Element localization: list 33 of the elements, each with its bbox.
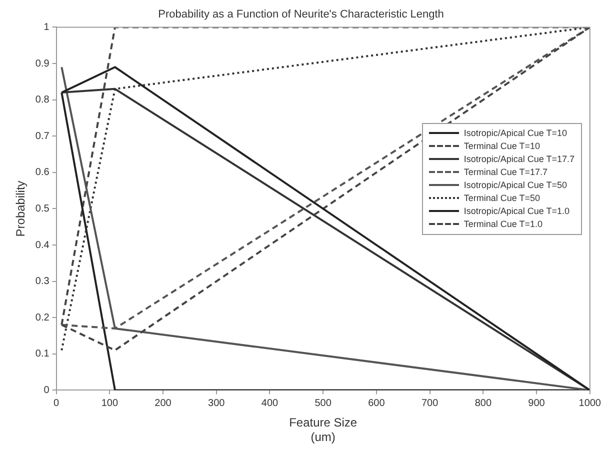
legend-label: Terminal Cue T=50 bbox=[464, 193, 540, 204]
y-tick-label: 1 bbox=[44, 22, 50, 33]
x-tick-label: 800 bbox=[474, 398, 492, 409]
x-tick-label: 600 bbox=[368, 398, 386, 409]
x-tick-label: 300 bbox=[208, 398, 226, 409]
y-tick-label: 0.8 bbox=[35, 94, 50, 106]
x-tick-label: 500 bbox=[314, 398, 332, 409]
y-tick-label: 0.1 bbox=[35, 348, 50, 360]
legend-label: Isotropic/Apical Cue T=10 bbox=[464, 128, 568, 138]
legend-label: Isotropic/Apical Cue T=1.0 bbox=[464, 206, 570, 216]
y-tick-label: 0 bbox=[44, 384, 50, 396]
x-axis-title: Feature Size (um) bbox=[289, 416, 358, 444]
x-tick-label: 100 bbox=[101, 398, 118, 409]
chart-title: Probability as a Function of Neurite's Characteristic Length bbox=[158, 8, 444, 21]
x-tick-label: 0 bbox=[54, 398, 60, 409]
legend-label: Terminal Cue T=10 bbox=[464, 141, 540, 152]
y-tick-label: 0.4 bbox=[35, 240, 50, 251]
y-axis-title: Probability bbox=[14, 180, 28, 237]
legend-label: Terminal Cue T=1.0 bbox=[464, 219, 542, 230]
x-tick-label: 1000 bbox=[578, 398, 602, 409]
legend-label: Isotropic/Apical Cue T=50 bbox=[464, 180, 568, 190]
x-tick-label: 700 bbox=[421, 398, 439, 409]
y-tick-label: 0.6 bbox=[35, 167, 50, 178]
legend-label: Terminal Cue T=17.7 bbox=[464, 167, 548, 178]
x-tick-label: 900 bbox=[528, 398, 546, 409]
y-tick-label: 0.5 bbox=[35, 203, 50, 214]
x-tick-label: 200 bbox=[154, 398, 172, 409]
x-tick-label: 400 bbox=[261, 398, 279, 409]
y-tick-label: 0.7 bbox=[35, 130, 50, 142]
y-tick-label: 0.9 bbox=[35, 58, 50, 70]
y-tick-label: 0.3 bbox=[35, 276, 50, 288]
y-tick-label: 0.2 bbox=[35, 312, 50, 324]
legend-label: Isotropic/Apical Cue T=17.7 bbox=[464, 154, 575, 164]
